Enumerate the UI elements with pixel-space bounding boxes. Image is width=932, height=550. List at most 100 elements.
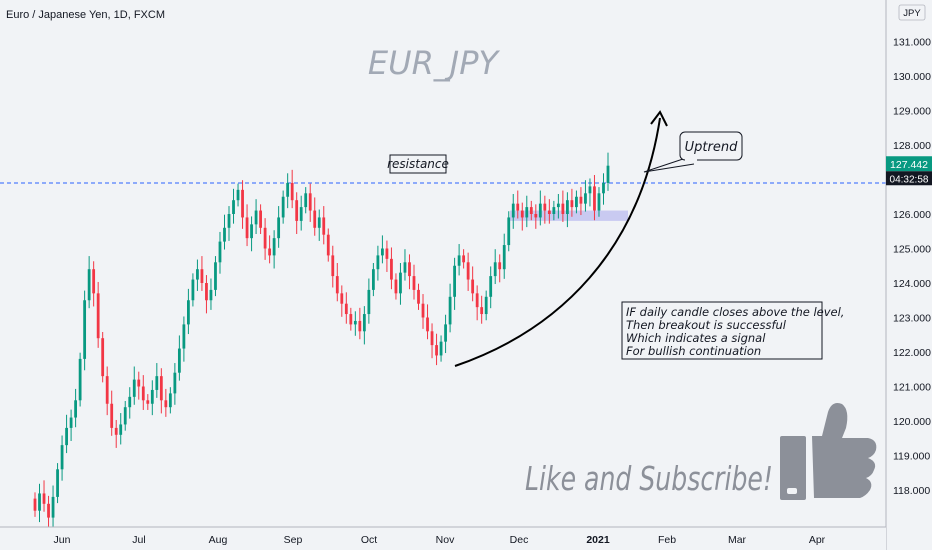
candle-down[interactable] xyxy=(137,379,141,387)
candle-down[interactable] xyxy=(516,203,520,211)
candle-down[interactable] xyxy=(110,403,114,428)
candle-up[interactable] xyxy=(119,424,123,435)
candle-down[interactable] xyxy=(529,207,533,214)
candle-down[interactable] xyxy=(205,283,208,301)
candle-up[interactable] xyxy=(128,396,132,408)
candle-up[interactable] xyxy=(191,279,195,301)
candle-up[interactable] xyxy=(236,189,240,201)
candle-up[interactable] xyxy=(227,214,231,228)
candle-up[interactable] xyxy=(78,358,82,401)
candle-up[interactable] xyxy=(493,262,497,277)
candle-up[interactable] xyxy=(250,224,253,239)
candle-down[interactable] xyxy=(462,255,466,263)
candle-down[interactable] xyxy=(547,210,551,214)
candle-up[interactable] xyxy=(371,269,375,290)
candle-down[interactable] xyxy=(421,303,425,318)
candle-down[interactable] xyxy=(480,307,484,315)
candle-up[interactable] xyxy=(448,296,452,325)
candle-up[interactable] xyxy=(277,217,281,239)
candle-up[interactable] xyxy=(362,314,366,332)
candle-down[interactable] xyxy=(146,400,150,404)
candle-down[interactable] xyxy=(200,269,204,283)
candle-down[interactable] xyxy=(263,227,267,249)
candle-down[interactable] xyxy=(164,400,168,408)
candle-up[interactable] xyxy=(439,341,443,356)
candle-down[interactable] xyxy=(394,279,398,294)
candle-up[interactable] xyxy=(602,182,605,194)
candle-down[interactable] xyxy=(114,427,118,435)
candle-down[interactable] xyxy=(290,182,294,201)
candle-down[interactable] xyxy=(579,196,583,204)
candle-up[interactable] xyxy=(209,289,213,301)
candle-down[interactable] xyxy=(268,248,272,256)
candle-down[interactable] xyxy=(295,200,299,221)
candle-up[interactable] xyxy=(584,193,587,204)
candle-down[interactable] xyxy=(42,493,46,504)
candle-up[interactable] xyxy=(214,262,217,290)
candle-up[interactable] xyxy=(484,296,488,315)
candle-down[interactable] xyxy=(358,320,362,332)
candle-down[interactable] xyxy=(47,503,50,518)
candle-up[interactable] xyxy=(453,265,456,297)
candle-up[interactable] xyxy=(575,196,578,208)
candle-down[interactable] xyxy=(326,234,330,256)
candle-up[interactable] xyxy=(83,300,87,359)
candle-down[interactable] xyxy=(385,248,389,259)
candle-down[interactable] xyxy=(430,331,434,346)
candle-down[interactable] xyxy=(141,386,145,401)
candle-up[interactable] xyxy=(168,393,172,408)
candle-down[interactable] xyxy=(92,269,96,294)
candle-up[interactable] xyxy=(177,348,181,373)
candle-up[interactable] xyxy=(132,379,136,397)
symbol-title[interactable]: Euro / Japanese Yen, 1D, FXCM xyxy=(6,9,165,21)
price-axis[interactable] xyxy=(886,0,932,550)
candle-down[interactable] xyxy=(259,210,262,228)
candle-up[interactable] xyxy=(381,248,384,256)
candle-up[interactable] xyxy=(511,203,515,218)
candle-down[interactable] xyxy=(534,214,538,218)
candle-up[interactable] xyxy=(87,269,91,301)
candle-up[interactable] xyxy=(565,200,569,214)
candle-up[interactable] xyxy=(588,186,592,194)
candle-down[interactable] xyxy=(417,289,420,304)
candle-down[interactable] xyxy=(570,200,574,208)
uptrend-callout[interactable]: Uptrend xyxy=(643,131,743,173)
candle-down[interactable] xyxy=(344,303,348,315)
candle-up[interactable] xyxy=(173,372,177,394)
candle-up[interactable] xyxy=(538,203,542,218)
candle-down[interactable] xyxy=(159,376,163,401)
candle-up[interactable] xyxy=(150,389,154,404)
candle-up[interactable] xyxy=(444,324,447,342)
candle-down[interactable] xyxy=(408,262,411,277)
candle-up[interactable] xyxy=(376,255,380,270)
candle-down[interactable] xyxy=(561,203,565,214)
candle-up[interactable] xyxy=(489,276,493,297)
candle-down[interactable] xyxy=(241,189,244,218)
candle-down[interactable] xyxy=(33,498,37,511)
candle-up[interactable] xyxy=(65,427,68,446)
candle-up[interactable] xyxy=(38,493,41,511)
candle-up[interactable] xyxy=(606,165,610,183)
candle-down[interactable] xyxy=(412,276,416,290)
candle-up[interactable] xyxy=(304,193,308,208)
candle-down[interactable] xyxy=(593,186,596,211)
candle-up[interactable] xyxy=(272,238,276,256)
uptrend-arrow[interactable] xyxy=(454,117,661,367)
candle-up[interactable] xyxy=(223,227,226,242)
support-zone[interactable] xyxy=(510,210,628,221)
candle-up[interactable] xyxy=(74,400,78,418)
candle-up[interactable] xyxy=(299,207,303,221)
candle-down[interactable] xyxy=(105,376,109,404)
candle-down[interactable] xyxy=(96,293,100,339)
candle-up[interactable] xyxy=(556,203,560,208)
candle-down[interactable] xyxy=(101,338,105,377)
candle-up[interactable] xyxy=(502,245,506,270)
candle-up[interactable] xyxy=(286,182,290,197)
candle-up[interactable] xyxy=(56,469,59,497)
candle-down[interactable] xyxy=(475,293,479,308)
candle-up[interactable] xyxy=(51,496,55,518)
candle-up[interactable] xyxy=(218,241,222,263)
time-axis[interactable] xyxy=(0,527,886,550)
candle-down[interactable] xyxy=(308,193,312,211)
candle-down[interactable] xyxy=(543,203,547,211)
